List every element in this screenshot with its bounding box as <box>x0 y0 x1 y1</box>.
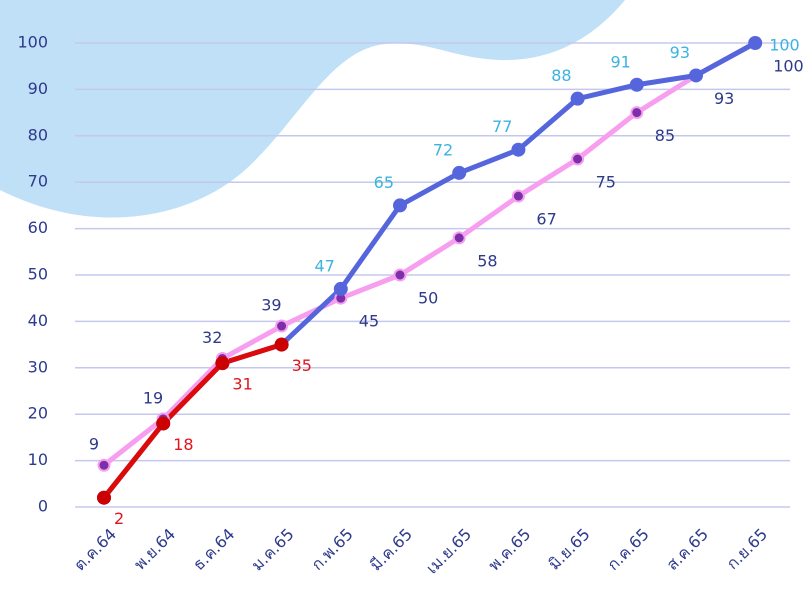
y-tick-label: 70 <box>28 172 48 191</box>
x-tick-label: ธ.ค.64 <box>189 525 238 574</box>
point <box>748 36 763 50</box>
y-tick-label: 80 <box>28 125 48 144</box>
point <box>511 142 526 157</box>
point <box>629 77 644 92</box>
point <box>393 198 407 213</box>
point <box>452 165 467 180</box>
data-label: 75 <box>596 173 616 192</box>
data-label: 50 <box>418 289 438 308</box>
x-tick-label: ต.ค.64 <box>70 525 120 575</box>
data-label: 77 <box>492 117 512 136</box>
data-label: 9 <box>89 435 99 454</box>
data-label: 85 <box>655 126 675 145</box>
data-label: 91 <box>610 52 630 71</box>
x-tick-label: มิ.ย.65 <box>544 525 593 574</box>
x-tick-label: พ.ค.65 <box>484 525 534 575</box>
x-tick-label: ก.พ.65 <box>307 525 356 574</box>
point <box>393 268 407 282</box>
y-tick-label: 20 <box>28 404 48 423</box>
y-tick-label: 60 <box>28 218 48 237</box>
point <box>333 281 348 296</box>
data-label: 65 <box>374 173 394 192</box>
point <box>511 189 525 203</box>
y-tick-label: 90 <box>28 79 48 98</box>
x-tick-label: ส.ค.65 <box>663 525 712 574</box>
point <box>215 356 230 371</box>
data-label: 18 <box>173 435 193 454</box>
series-line <box>102 342 283 500</box>
point <box>630 106 644 120</box>
y-tick-label: 100 <box>17 33 48 52</box>
point <box>97 490 111 505</box>
y-tick-label: 30 <box>28 357 48 376</box>
x-tick-label: มี.ค.65 <box>366 525 416 575</box>
x-tick-label: พ.ย.64 <box>130 525 179 574</box>
data-label: 39 <box>261 296 281 315</box>
data-label: 72 <box>433 140 453 159</box>
data-label: 31 <box>232 375 252 394</box>
x-tick-label: ก.ค.65 <box>603 525 652 574</box>
point <box>452 231 466 245</box>
data-label: 2 <box>114 509 124 528</box>
point <box>274 337 289 352</box>
data-label: 19 <box>143 388 163 407</box>
point <box>97 458 111 472</box>
data-label: 47 <box>314 256 334 275</box>
point <box>689 68 703 83</box>
point <box>156 416 171 431</box>
y-tick-label: 0 <box>38 497 48 516</box>
x-tick-label: เม.ย.65 <box>422 525 475 578</box>
data-label: 58 <box>477 251 497 270</box>
data-label: 100 <box>773 57 804 76</box>
data-label: 100 <box>769 36 800 55</box>
data-label: 67 <box>536 210 556 229</box>
point <box>571 152 585 166</box>
x-tick-label: ก.ย.65 <box>723 525 772 574</box>
data-label: 88 <box>551 66 571 85</box>
x-tick-label: ม.ค.65 <box>248 525 298 575</box>
data-label: 32 <box>202 328 222 347</box>
background-wave <box>0 0 625 218</box>
data-label: 93 <box>714 89 734 108</box>
data-label: 93 <box>670 43 690 62</box>
point <box>570 91 585 106</box>
data-label: 35 <box>292 356 312 375</box>
y-tick-label: 10 <box>28 450 48 469</box>
point <box>275 319 289 333</box>
y-tick-label: 40 <box>28 311 48 330</box>
y-tick-label: 50 <box>28 265 48 284</box>
data-label: 45 <box>359 312 379 331</box>
series-line <box>102 40 757 468</box>
